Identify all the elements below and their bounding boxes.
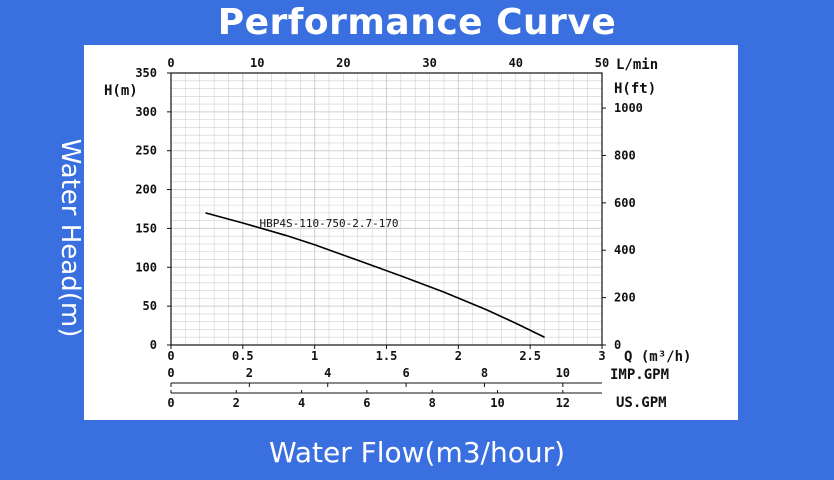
x-bottom-tick-label: 1 [311,349,318,363]
y-left-tick-label: 50 [143,299,157,313]
x-axis-title: Water Flow(m3/hour) [268,436,566,469]
us-gpm-tick-label: 12 [556,396,570,410]
imp-gpm-tick-label: 8 [481,366,488,380]
x-bottom-tick-label: 1.5 [376,349,398,363]
us-gpm-axis-name: US.GPM [616,395,667,411]
y-right-tick-label: 1000 [614,101,643,115]
imp-gpm-tick-label: 6 [402,366,409,380]
imp-gpm-tick-label: 4 [324,366,331,380]
us-gpm-tick-label: 10 [490,396,504,410]
chart-panel: 0 50 100 150 200 250 300 350 H(m) 0 200 400 600 800 10… [84,45,738,420]
y-left-tick-label: 200 [135,183,157,197]
us-gpm-tick-label: 4 [298,396,305,410]
y-right-tick-label: 600 [614,196,636,210]
chart-plot: 050100150200250300350H(m)020040060080010… [104,56,691,411]
y-right-tick-label: 400 [614,243,636,257]
x-bottom-tick-label: 3 [598,349,605,363]
x-bottom-axis-name: Q (m³/h) [624,349,691,365]
x-bottom-tick-label: 0.5 [232,349,254,363]
us-gpm-tick-label: 2 [233,396,240,410]
y-left-tick-label: 300 [135,105,157,119]
y-left-tick-label: 0 [150,338,157,352]
us-gpm-tick-label: 8 [429,396,436,410]
performance-curve [205,212,545,338]
y-right-axis-name: H(ft) [614,81,656,97]
imp-gpm-tick-label: 0 [167,366,174,380]
x-top-tick-label: 10 [250,56,264,70]
imp-gpm-tick-label: 10 [556,366,570,380]
chart-title: Performance Curve [217,2,617,43]
x-bottom-tick-label: 0 [167,349,174,363]
x-bottom-tick-label: 2.5 [519,349,541,363]
x-top-tick-label: 50 [595,56,609,70]
imp-gpm-axis-name: IMP.GPM [610,367,669,383]
y-right-tick-label: 0 [614,338,621,352]
x-top-axis-name: L/min [616,57,658,73]
series-label: HBP4S-110-750-2.7-170 [259,217,398,230]
x-top-tick-label: 40 [509,56,523,70]
us-gpm-tick-label: 0 [167,396,174,410]
imp-gpm-tick-label: 2 [246,366,253,380]
y-left-tick-label: 350 [135,66,157,80]
y-axis-title: Water Head(m) [55,138,85,338]
y-left-tick-label: 150 [135,221,157,235]
us-gpm-tick-label: 6 [363,396,370,410]
y-right-tick-label: 800 [614,148,636,162]
x-top-tick-label: 30 [422,56,436,70]
y-left-tick-label: 250 [135,144,157,158]
x-bottom-tick-label: 2 [455,349,462,363]
y-left-tick-label: 100 [135,260,157,274]
x-top-tick-label: 20 [336,56,350,70]
y-left-axis-name: H(m) [104,83,138,99]
y-right-tick-label: 200 [614,291,636,305]
x-top-tick-label: 0 [167,56,174,70]
